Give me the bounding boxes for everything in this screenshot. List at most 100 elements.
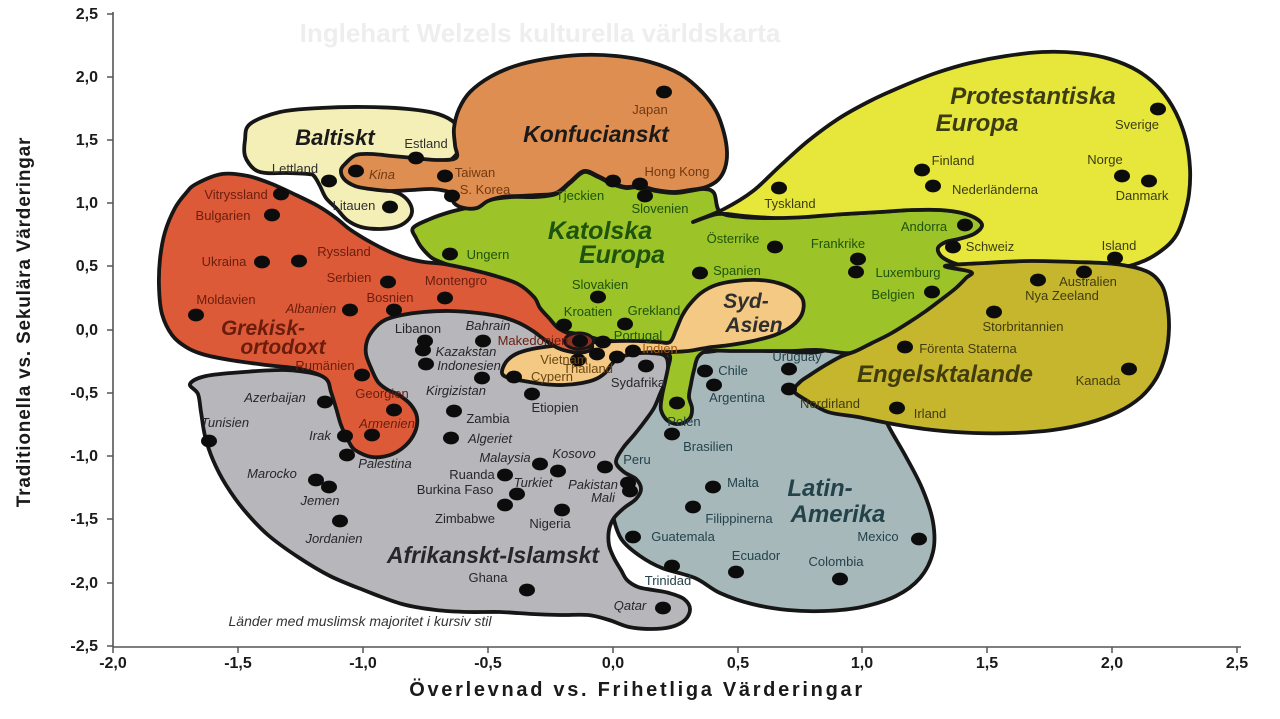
svg-text:Slovakien: Slovakien (572, 277, 628, 292)
svg-text:-0,5: -0,5 (70, 385, 98, 402)
svg-text:-1,0: -1,0 (349, 655, 377, 672)
svg-text:Frankrike: Frankrike (811, 236, 865, 251)
svg-text:Bosnien: Bosnien (367, 290, 414, 305)
svg-text:1,0: 1,0 (76, 195, 98, 212)
svg-text:Portugal: Portugal (614, 328, 663, 343)
svg-text:Kosovo: Kosovo (552, 446, 595, 461)
svg-text:2,0: 2,0 (76, 69, 98, 86)
svg-text:Etiopien: Etiopien (532, 400, 579, 415)
svg-text:Kina: Kina (369, 167, 395, 182)
svg-text:-1,5: -1,5 (70, 511, 98, 528)
svg-text:Baltiskt: Baltiskt (295, 125, 376, 150)
svg-text:Albanien: Albanien (285, 301, 337, 316)
svg-text:Vitryssland: Vitryssland (204, 187, 267, 202)
svg-text:Spanien: Spanien (713, 263, 761, 278)
svg-text:1,5: 1,5 (76, 132, 98, 149)
svg-text:-2,0: -2,0 (70, 575, 98, 592)
svg-text:Tyskland: Tyskland (764, 196, 815, 211)
svg-text:Grekisk-: Grekisk- (221, 317, 305, 340)
svg-text:Algeriet: Algeriet (467, 431, 513, 446)
svg-text:Serbien: Serbien (327, 270, 372, 285)
svg-text:Polen: Polen (667, 414, 700, 429)
svg-text:Chile: Chile (718, 363, 748, 378)
svg-text:Lettland: Lettland (272, 161, 318, 176)
svg-text:Turkiet: Turkiet (514, 475, 554, 490)
svg-text:Malaysia: Malaysia (479, 450, 530, 465)
svg-text:Nigeria: Nigeria (529, 516, 571, 531)
svg-text:Nya Zeeland: Nya Zeeland (1025, 288, 1099, 303)
svg-text:Mexico: Mexico (857, 529, 898, 544)
svg-text:0,5: 0,5 (727, 655, 749, 672)
svg-text:Nordirland: Nordirland (800, 396, 860, 411)
svg-text:Kazakstan: Kazakstan (436, 344, 497, 359)
svg-text:Qatar: Qatar (614, 598, 647, 613)
svg-text:-0,5: -0,5 (474, 655, 502, 672)
svg-text:Katolska: Katolska (548, 217, 652, 245)
svg-text:Europa: Europa (936, 110, 1019, 137)
svg-text:Indien: Indien (642, 341, 677, 356)
svg-text:Malta: Malta (727, 475, 760, 490)
svg-text:Filippinerna: Filippinerna (705, 511, 773, 526)
svg-text:Ryssland: Ryssland (317, 244, 370, 259)
svg-text:Irland: Irland (914, 406, 947, 421)
svg-text:Tjeckien: Tjeckien (556, 188, 604, 203)
svg-text:Finland: Finland (932, 153, 975, 168)
svg-text:Palestina: Palestina (358, 456, 411, 471)
svg-text:Cypern: Cypern (531, 369, 573, 384)
svg-text:Pakistan: Pakistan (568, 477, 618, 492)
svg-text:Estland: Estland (404, 136, 447, 151)
svg-text:Libanon: Libanon (395, 321, 441, 336)
svg-text:Europa: Europa (579, 241, 665, 269)
svg-text:Latin-: Latin- (787, 475, 852, 502)
svg-text:Kroatien: Kroatien (564, 304, 612, 319)
svg-text:Argentina: Argentina (709, 390, 765, 405)
svg-text:-1,5: -1,5 (224, 655, 252, 672)
svg-text:Slovenien: Slovenien (631, 201, 688, 216)
svg-text:Montengro: Montengro (425, 273, 487, 288)
svg-text:Vietnam: Vietnam (540, 352, 587, 367)
svg-text:Ghana: Ghana (468, 570, 508, 585)
svg-text:Amerika: Amerika (790, 501, 886, 528)
svg-text:Litauen: Litauen (333, 198, 376, 213)
svg-text:Länder med muslimsk majoritet: Länder med muslimsk majoritet i kursiv s… (229, 613, 493, 629)
svg-text:Indonesien: Indonesien (437, 358, 501, 373)
svg-text:0,0: 0,0 (76, 322, 98, 339)
svg-text:Andorra: Andorra (901, 219, 948, 234)
svg-text:0,0: 0,0 (602, 655, 624, 672)
svg-text:Zambia: Zambia (466, 411, 510, 426)
svg-text:Japan: Japan (632, 102, 667, 117)
svg-text:Makedonien: Makedonien (498, 333, 569, 348)
svg-text:S. Korea: S. Korea (460, 182, 511, 197)
svg-text:Traditionella vs. Sekulära Vär: Traditionella vs. Sekulära Värderingar (14, 137, 35, 507)
svg-text:Grekland: Grekland (628, 303, 681, 318)
svg-text:Belgien: Belgien (871, 287, 914, 302)
svg-text:Nederländerna: Nederländerna (952, 182, 1039, 197)
svg-text:1,5: 1,5 (976, 655, 998, 672)
svg-text:Schweiz: Schweiz (966, 239, 1014, 254)
svg-text:Irak: Irak (309, 428, 332, 443)
svg-text:Syd-: Syd- (723, 290, 769, 313)
svg-text:Ungern: Ungern (467, 247, 510, 262)
svg-text:Tunisien: Tunisien (201, 415, 249, 430)
svg-text:0,5: 0,5 (76, 258, 98, 275)
svg-text:-2,5: -2,5 (70, 638, 98, 655)
svg-text:Protestantiska: Protestantiska (950, 83, 1115, 110)
svg-text:Danmark: Danmark (1116, 188, 1169, 203)
svg-text:Engelsktalande: Engelsktalande (857, 361, 1033, 388)
svg-text:Armenien: Armenien (358, 416, 415, 431)
svg-text:Ukraina: Ukraina (202, 254, 248, 269)
svg-text:Burkina Faso: Burkina Faso (417, 482, 494, 497)
svg-text:Peru: Peru (623, 452, 650, 467)
svg-text:Kirgizistan: Kirgizistan (426, 383, 486, 398)
svg-text:Sverige: Sverige (1115, 117, 1159, 132)
svg-text:1,0: 1,0 (851, 655, 873, 672)
svg-text:Inglehart Welzels kulturella: Inglehart Welzels kulturella världskarta (300, 18, 781, 48)
svg-text:Bulgarien: Bulgarien (196, 208, 251, 223)
svg-text:Brasilien: Brasilien (683, 439, 733, 454)
svg-text:Konfucianskt: Konfucianskt (523, 121, 670, 147)
svg-text:Sydafrika: Sydafrika (611, 375, 666, 390)
svg-text:Överlevnad vs. Frihetliga Värd: Överlevnad vs. Frihetliga Värderingar (409, 678, 865, 701)
svg-text:Luxemburg: Luxemburg (875, 265, 940, 280)
svg-text:Taiwan: Taiwan (455, 165, 495, 180)
svg-text:Norge: Norge (1087, 152, 1122, 167)
